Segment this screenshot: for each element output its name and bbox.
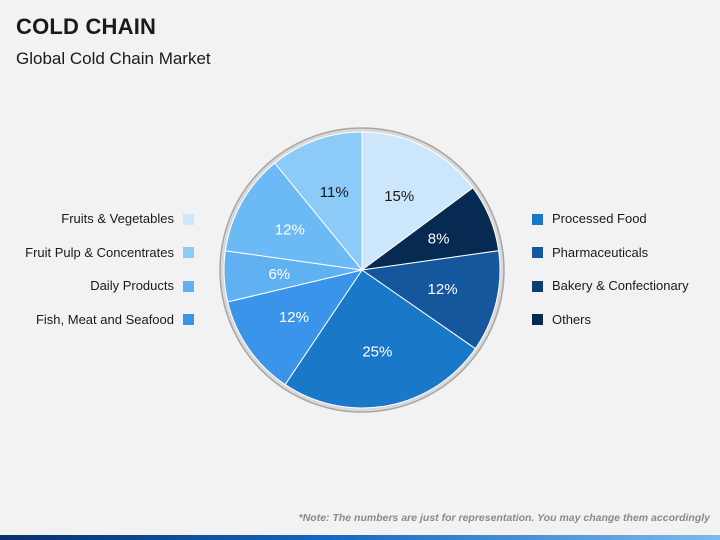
legend-label: Fruits & Vegetables [61, 211, 174, 226]
legend-label: Pharmaceuticals [552, 244, 649, 260]
legend-label: Fruit Pulp & Concentrates [25, 244, 174, 260]
legend-label: Others [552, 311, 592, 327]
legend-item-processed-food: Processed Food [532, 211, 689, 227]
pie-slice [360, 250, 501, 350]
legend-swatch [532, 247, 543, 258]
legend-item-bakery-confectionary: Bakery & Confectionary [532, 278, 689, 294]
pie-slice-label: 6% [268, 266, 290, 283]
bottom-accent-bar [0, 535, 720, 540]
legend-swatch [183, 280, 194, 292]
legend-label: Daily Products [90, 278, 174, 293]
legend-right: Processed Food Pharmaceuticals Bakery & … [532, 211, 689, 345]
pie-slice [227, 269, 364, 386]
page-title: COLD CHAIN [16, 14, 157, 39]
legend-item-pharmaceuticals: Pharmaceuticals [532, 245, 689, 261]
pie-slice [284, 269, 477, 409]
page-subtitle: Global Cold Chain Market [16, 49, 211, 68]
legend-item-fish-meat-seafood: Fish, Meat and Seafood [25, 312, 194, 328]
legend-swatch [532, 280, 543, 292]
pie-slice-label: 11% [320, 184, 349, 201]
legend-item-daily-products: Daily Products [25, 278, 194, 294]
legend-swatch [183, 247, 194, 258]
legend-label: Fish, Meat and Seafood [35, 311, 174, 327]
pie-slice-label: 25% [362, 343, 392, 360]
legend-swatch [532, 314, 543, 325]
legend-label: Processed Food [552, 211, 647, 226]
legend-item-others: Others [532, 312, 689, 328]
legend-swatch [532, 213, 543, 225]
pie-slice-label: 12% [428, 281, 458, 298]
legend-swatch [183, 314, 194, 325]
footnote: *Note: The numbers are just for represen… [298, 512, 710, 524]
pie-slice-label: 15% [384, 188, 414, 205]
pie-slice [224, 162, 364, 271]
legend-item-fruits-vegetables: Fruits & Vegetables [25, 211, 194, 227]
pie-slice [274, 131, 363, 272]
pie-slice-label: 12% [275, 221, 305, 238]
legend-label: Bakery & Confectionary [552, 278, 689, 293]
legend-item-fruit-pulp: Fruit Pulp & Concentrates [25, 245, 194, 261]
legend-left: Fruits & Vegetables Fruit Pulp & Concent… [25, 211, 194, 345]
pie-slice-label: 12% [279, 309, 309, 326]
legend-swatch [183, 213, 194, 225]
pie-slice-label: 8% [428, 231, 450, 248]
pie-slice [361, 131, 474, 271]
